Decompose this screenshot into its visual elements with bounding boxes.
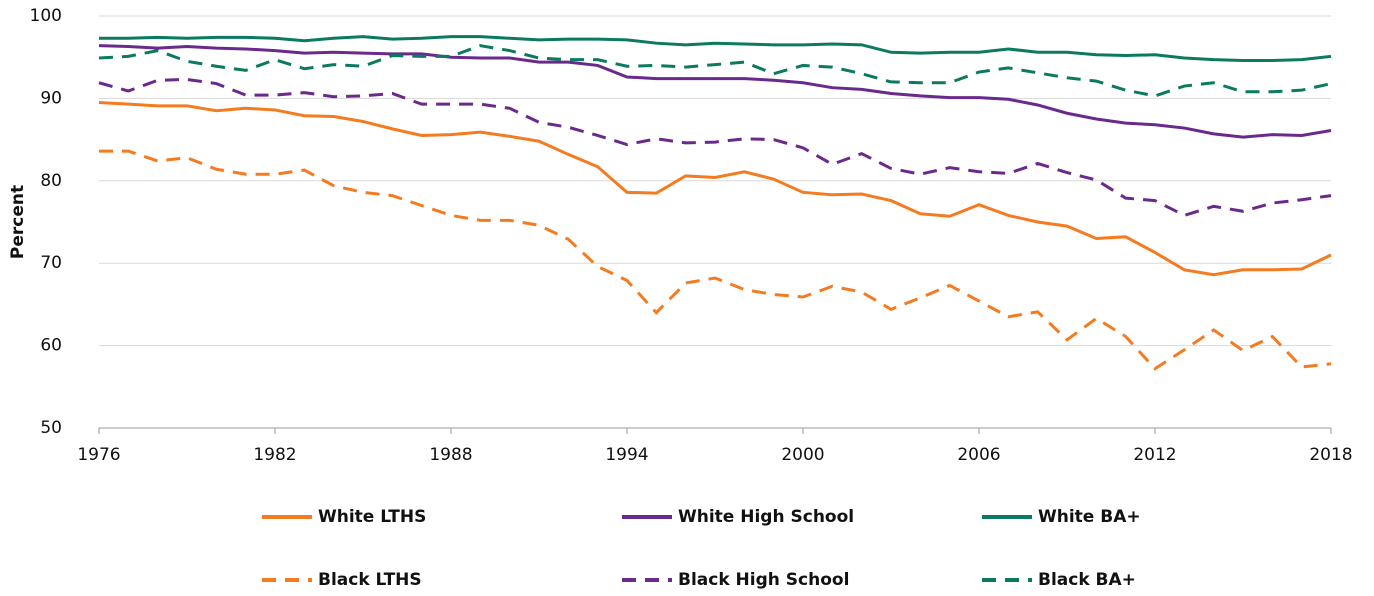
y-axis-label: Percent [8, 185, 28, 259]
x-tick-label: 2018 [1309, 445, 1352, 465]
x-tick-label: 1994 [605, 445, 648, 465]
x-tick-label: 1982 [253, 445, 296, 465]
x-tick-label: 1988 [429, 445, 472, 465]
legend-label: Black High School [678, 570, 849, 590]
series-line [99, 149, 1332, 371]
x-tick-label: 1976 [77, 445, 120, 465]
legend-label: White LTHS [318, 507, 426, 527]
legend-label: Black BA+ [1038, 570, 1136, 590]
y-tick-label: 90 [40, 88, 62, 108]
series-line [98, 101, 1332, 277]
y-tick-label: 50 [40, 418, 62, 438]
y-tick-label: 60 [40, 336, 62, 356]
x-tick-label: 2006 [957, 445, 1000, 465]
series-line [98, 77, 1332, 218]
x-tick-label: 2012 [1133, 445, 1176, 465]
series-line [98, 44, 1332, 139]
series-line [98, 44, 1332, 98]
x-tick-label: 2000 [781, 445, 824, 465]
y-tick-label: 100 [30, 6, 62, 26]
legend-label: White BA+ [1038, 507, 1141, 527]
y-tick-label: 80 [40, 171, 62, 191]
series-line [99, 35, 1332, 62]
legend-label: Black LTHS [318, 570, 422, 590]
legend-label: White High School [678, 507, 854, 527]
y-tick-label: 70 [40, 253, 62, 273]
legend: White LTHS White High School White BA+ Blac… [262, 507, 1141, 590]
